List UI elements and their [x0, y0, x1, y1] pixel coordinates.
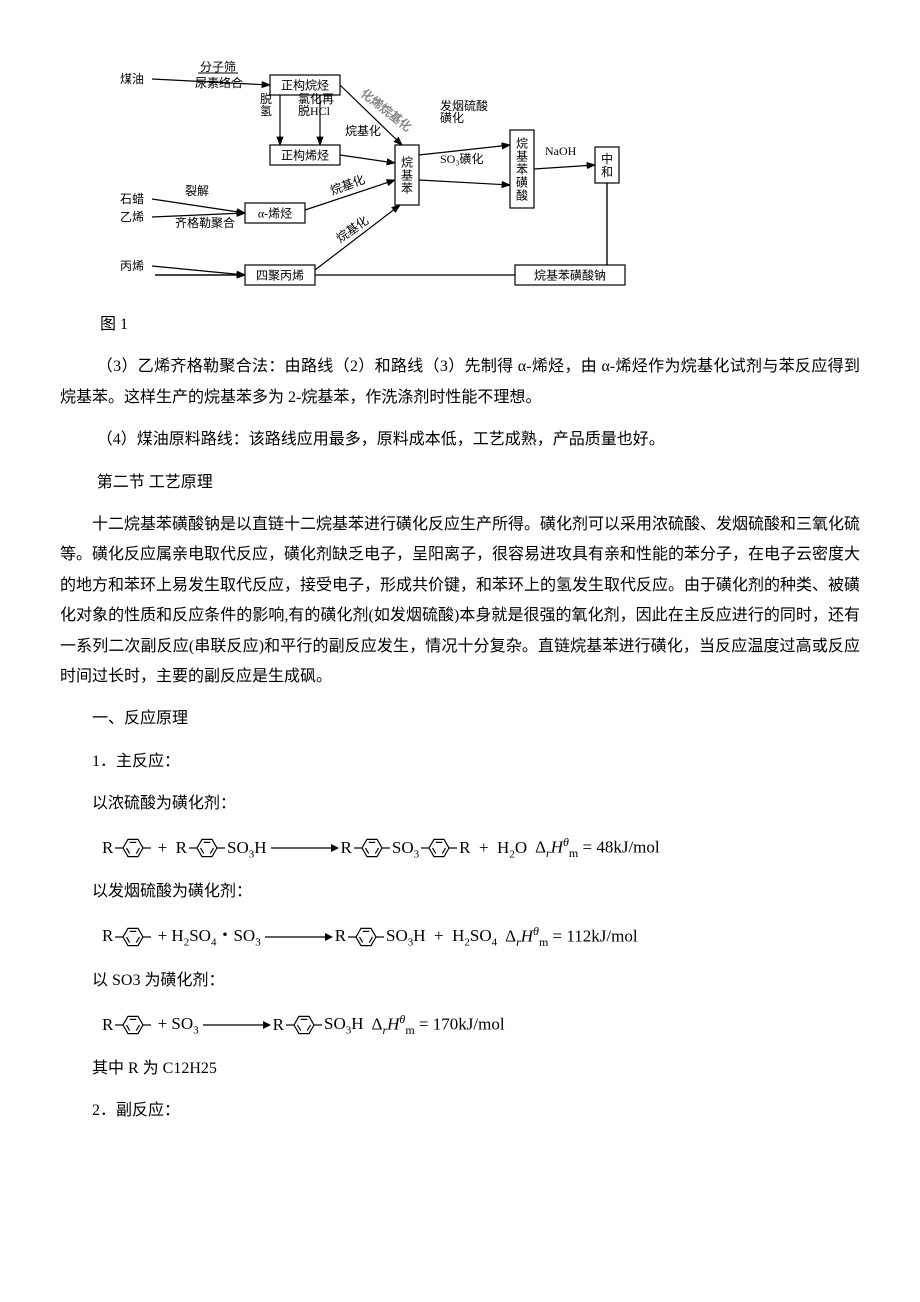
paragraph-3: （3）乙烯齐格勒聚合法：由路线（2）和路线（3）先制得 α-烯烃，由 α-烯烃作…	[60, 352, 860, 413]
svg-text:氢: 氢	[260, 103, 272, 118]
svg-text:中: 中	[601, 151, 613, 166]
svg-text:酸: 酸	[516, 188, 528, 203]
delta-h-2: ΔrHθm = 112kJ/mol	[505, 920, 637, 954]
svg-text:烷: 烷	[516, 137, 528, 151]
svg-text:分子筛: 分子筛	[200, 59, 236, 74]
arrow-icon	[269, 838, 339, 858]
svg-text:苯: 苯	[401, 182, 413, 196]
benzene-icon	[189, 833, 225, 863]
svg-text:烷基化: 烷基化	[345, 124, 381, 138]
equation-3: R + SO3 R SO3H ΔrHθm = 170kJ/mol	[100, 1008, 860, 1042]
benzene-icon	[354, 833, 390, 863]
equation-2: R + H2SO4・SO3 R SO3H + H2SO4 ΔrHθm = 112…	[100, 920, 860, 954]
equation-1: R + R SO3H R SO3 R + H2O ΔrHθm = 48kJ/mo…	[100, 831, 860, 865]
svg-text:苯: 苯	[516, 163, 528, 177]
svg-text:α-烯烃: α-烯烃	[258, 207, 292, 221]
arrow-icon	[263, 927, 333, 947]
svg-text:脱HCl: 脱HCl	[298, 103, 331, 118]
benzene-icon	[115, 833, 151, 863]
label-concentrated: 以浓硫酸为磺化剂：	[60, 789, 860, 819]
svg-text:烷基化: 烷基化	[328, 172, 367, 197]
section-2-heading: 第二节 工艺原理	[60, 468, 860, 498]
svg-text:SO₃磺化: SO₃磺化	[440, 152, 484, 166]
benzene-icon	[115, 922, 151, 952]
flowchart-diagram: 煤油正构烷烃分子筛尿素络合脱氢氯化再脱HCl正构烯烃烷基化石蜡乙烯裂解齐格勒聚合…	[100, 50, 680, 300]
svg-text:正构烷烃: 正构烷烃	[281, 78, 329, 93]
label-fuming: 以发烟硫酸为磺化剂：	[60, 877, 860, 907]
svg-text:NaOH: NaOH	[545, 144, 577, 158]
svg-text:烷基苯磺酸钠: 烷基苯磺酸钠	[534, 268, 606, 283]
svg-text:四聚丙烯: 四聚丙烯	[256, 269, 304, 283]
heading-principle: 一、反应原理	[60, 704, 860, 734]
svg-text:尿素络合: 尿素络合	[195, 75, 243, 90]
heading-side-reaction: 2．副反应：	[60, 1096, 860, 1126]
svg-text:裂解: 裂解	[185, 184, 209, 198]
svg-text:基: 基	[401, 169, 413, 183]
svg-text:磺: 磺	[516, 176, 528, 190]
svg-text:磺化: 磺化	[440, 111, 464, 125]
svg-text:烷: 烷	[401, 156, 413, 170]
svg-text:煤油: 煤油	[120, 72, 144, 86]
label-R-definition: 其中 R 为 C12H25	[60, 1054, 860, 1084]
svg-text:正构烯烃: 正构烯烃	[281, 148, 329, 163]
label-so3: 以 SO3 为磺化剂：	[60, 966, 860, 996]
svg-text:乙烯: 乙烯	[120, 210, 144, 224]
svg-text:齐格勒聚合: 齐格勒聚合	[175, 215, 235, 230]
benzene-icon	[421, 833, 457, 863]
heading-main-reaction: 1．主反应：	[60, 747, 860, 777]
arrow-icon	[201, 1015, 271, 1035]
benzene-icon	[115, 1010, 151, 1040]
svg-text:石蜡: 石蜡	[120, 192, 144, 206]
benzene-icon	[348, 922, 384, 952]
figure-caption: 图 1	[100, 310, 860, 340]
benzene-icon	[286, 1010, 322, 1040]
delta-h-3: ΔrHθm = 170kJ/mol	[372, 1008, 505, 1042]
principle-paragraph: 十二烷基苯磺酸钠是以直链十二烷基苯进行磺化反应生产所得。磺化剂可以采用浓硫酸、发…	[60, 510, 860, 692]
paragraph-4: （4）煤油原料路线：该路线应用最多，原料成本低，工艺成熟，产品质量也好。	[60, 425, 860, 455]
svg-text:丙烯: 丙烯	[120, 259, 144, 273]
delta-h-1: ΔrHθm = 48kJ/mol	[535, 831, 660, 865]
svg-text:基: 基	[516, 150, 528, 164]
svg-text:和: 和	[601, 165, 613, 179]
